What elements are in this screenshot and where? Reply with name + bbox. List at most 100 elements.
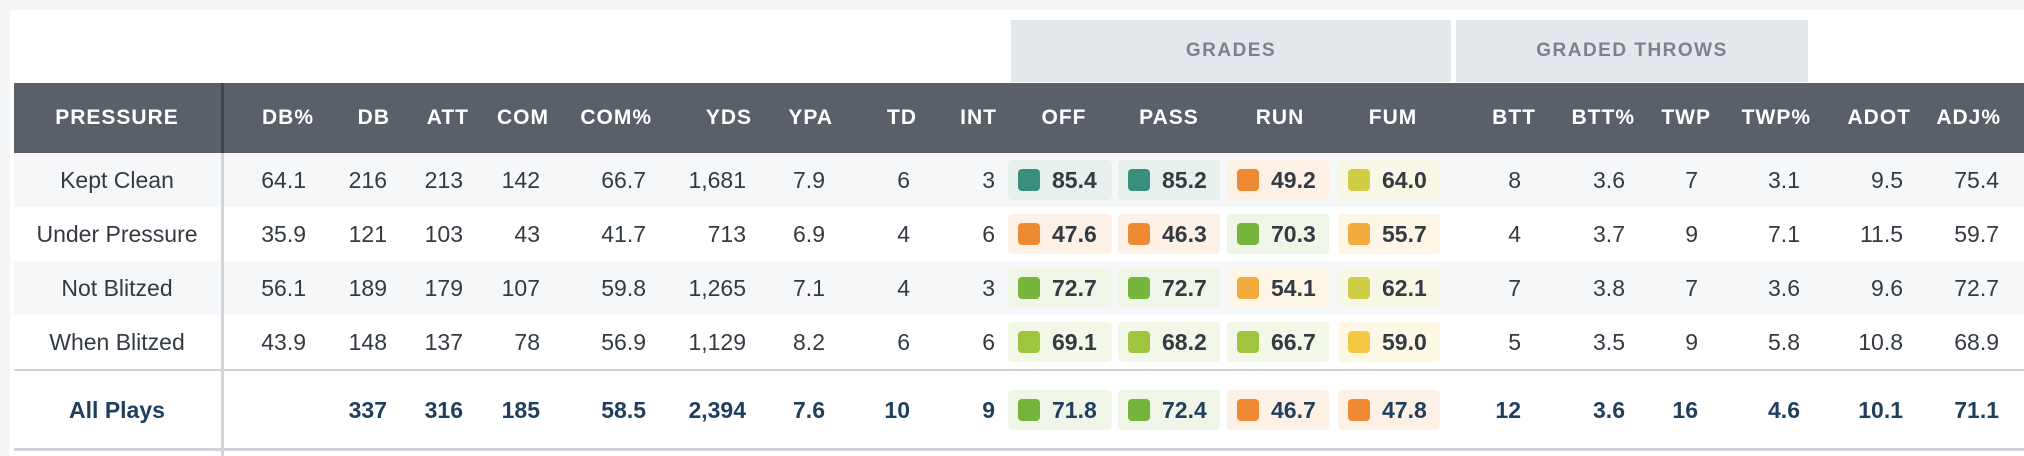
column-header-ypa[interactable]: YPA <box>788 106 833 129</box>
stat-att: 137 <box>424 329 463 355</box>
grade-value: 69.1 <box>1052 328 1097 355</box>
grade-color-swatch <box>1237 223 1259 245</box>
grade-value: 55.7 <box>1382 220 1427 247</box>
stat-adj-pct: 59.7 <box>1954 221 1999 247</box>
stat-db-pct: 43.9 <box>261 329 306 355</box>
stat-btt-pct: 3.6 <box>1593 397 1625 423</box>
grade-value: 46.3 <box>1162 220 1207 247</box>
stat-twp-pct: 7.1 <box>1768 221 1800 247</box>
stat-att: 316 <box>424 397 463 423</box>
grade-color-swatch <box>1237 331 1259 353</box>
grade-badge-off: 71.8 <box>1008 390 1112 430</box>
stat-att: 179 <box>424 275 463 301</box>
column-header-fum[interactable]: FUM <box>1368 106 1418 129</box>
row-label: Not Blitzed <box>61 275 173 301</box>
grade-value: 72.4 <box>1162 396 1207 423</box>
grade-badge-run: 66.7 <box>1227 322 1329 362</box>
column-header-db[interactable]: DB <box>357 106 390 129</box>
column-header-yds[interactable]: YDS <box>705 106 752 129</box>
grade-value: 72.7 <box>1052 274 1097 301</box>
grade-value: 85.4 <box>1052 166 1097 193</box>
stat-adj-pct: 72.7 <box>1954 275 1999 301</box>
stat-com: 107 <box>501 275 540 301</box>
grade-badge-run: 49.2 <box>1227 160 1329 200</box>
column-header-td[interactable]: TD <box>887 106 917 129</box>
stat-ypa: 7.1 <box>793 275 825 301</box>
group-header-graded-throws: GRADED THROWS <box>1456 20 1808 82</box>
grade-value: 47.6 <box>1052 220 1097 247</box>
grade-color-swatch <box>1018 169 1040 191</box>
grade-badge-pass: 72.7 <box>1118 268 1220 308</box>
grade-color-swatch <box>1348 169 1370 191</box>
stat-yds: 1,129 <box>688 329 746 355</box>
column-header-pressure[interactable]: PRESSURE <box>55 106 179 129</box>
stat-db: 148 <box>348 329 387 355</box>
column-header-adot[interactable]: ADOT <box>1847 106 1911 129</box>
stat-db: 189 <box>348 275 387 301</box>
stat-com-pct: 41.7 <box>601 221 646 247</box>
grade-color-swatch <box>1128 399 1150 421</box>
stat-twp-pct: 3.6 <box>1768 275 1800 301</box>
stat-db-pct: 35.9 <box>261 221 306 247</box>
column-header-twp-pct[interactable]: TWP% <box>1741 106 1811 129</box>
stat-com-pct: 59.8 <box>601 275 646 301</box>
grade-value: 70.3 <box>1271 220 1316 247</box>
stat-yds: 1,681 <box>688 167 746 193</box>
grade-color-swatch <box>1018 223 1040 245</box>
stat-twp-pct: 3.1 <box>1768 167 1800 193</box>
stat-adot: 9.6 <box>1871 275 1903 301</box>
column-header-twp[interactable]: TWP <box>1661 106 1711 129</box>
grade-color-swatch <box>1018 331 1040 353</box>
grade-value: 59.0 <box>1382 328 1427 355</box>
column-header-db-pct[interactable]: DB% <box>261 106 314 129</box>
grade-value: 49.2 <box>1271 166 1316 193</box>
column-header-run[interactable]: RUN <box>1255 106 1305 129</box>
column-header-com[interactable]: COM <box>497 106 549 129</box>
group-header-grades: GRADES <box>1011 20 1451 82</box>
stat-btt: 4 <box>1508 221 1521 247</box>
column-header-int[interactable]: INT <box>960 106 997 129</box>
stat-att: 103 <box>424 221 463 247</box>
stat-com: 185 <box>501 397 540 423</box>
stat-btt-pct: 3.8 <box>1593 275 1625 301</box>
stat-btt: 8 <box>1508 167 1521 193</box>
stat-td: 6 <box>897 167 910 193</box>
grade-badge-off: 69.1 <box>1008 322 1112 362</box>
grade-badge-pass: 46.3 <box>1118 214 1220 254</box>
grade-color-swatch <box>1018 277 1040 299</box>
row-label: All Plays <box>69 397 165 423</box>
stat-att: 213 <box>424 167 463 193</box>
stat-ypa: 6.9 <box>793 221 825 247</box>
column-header-att[interactable]: ATT <box>426 106 469 129</box>
grade-badge-run: 46.7 <box>1227 390 1329 430</box>
grade-color-swatch <box>1128 223 1150 245</box>
column-header-btt-pct[interactable]: BTT% <box>1571 106 1635 129</box>
stat-btt: 12 <box>1495 397 1521 423</box>
stat-btt: 7 <box>1508 275 1521 301</box>
stat-twp: 16 <box>1672 397 1698 423</box>
stat-int: 3 <box>982 275 995 301</box>
column-header-pass[interactable]: PASS <box>1139 106 1199 129</box>
grade-value: 71.8 <box>1052 396 1097 423</box>
stat-td: 6 <box>897 329 910 355</box>
stat-btt-pct: 3.6 <box>1593 167 1625 193</box>
stat-com: 142 <box>501 167 540 193</box>
table-row: When Blitzed 43.9 148 137 78 56.9 1,129 8.2 6 6 69… <box>14 315 2024 369</box>
grade-value: 85.2 <box>1162 166 1207 193</box>
stat-adj-pct: 75.4 <box>1954 167 1999 193</box>
row-label: Under Pressure <box>36 221 198 247</box>
grade-color-swatch <box>1128 331 1150 353</box>
stat-twp-pct: 4.6 <box>1768 397 1800 423</box>
column-header-adj-pct[interactable]: ADJ% <box>1936 106 2001 129</box>
stat-btt-pct: 3.5 <box>1593 329 1625 355</box>
grade-color-swatch <box>1237 277 1259 299</box>
grade-badge-fum: 62.1 <box>1338 268 1440 308</box>
table-header: PRESSURE DB% DB ATT COM COM% YDS YPA TD INT OFF PAS… <box>14 83 2024 153</box>
column-header-btt[interactable]: BTT <box>1492 106 1536 129</box>
stat-db: 121 <box>348 221 387 247</box>
grade-badge-fum: 59.0 <box>1338 322 1440 362</box>
column-header-com-pct[interactable]: COM% <box>580 106 652 129</box>
stat-db: 337 <box>348 397 387 423</box>
column-header-off[interactable]: OFF <box>1041 106 1087 129</box>
stat-db: 216 <box>348 167 387 193</box>
